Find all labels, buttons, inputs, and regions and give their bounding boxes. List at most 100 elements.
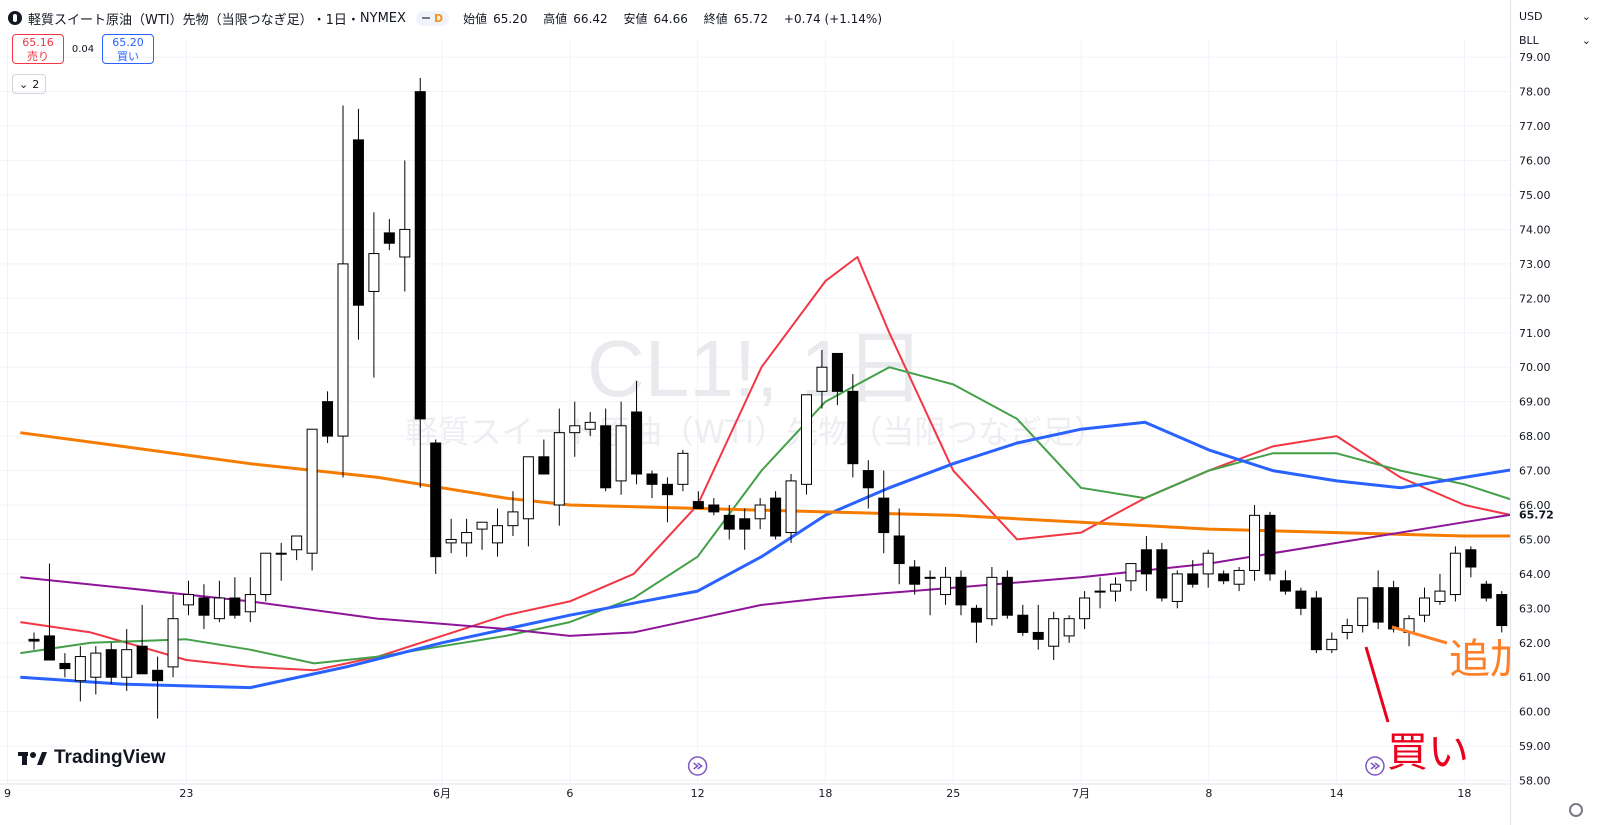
candle xyxy=(878,470,890,554)
x-tick-label: 6 xyxy=(566,787,573,800)
y-tick-label: 73.00 xyxy=(1519,258,1551,271)
candle xyxy=(229,577,241,619)
candle xyxy=(291,535,303,561)
candle xyxy=(646,470,658,499)
sell-button[interactable]: 65.16 売り xyxy=(12,34,64,64)
ma-line-purple xyxy=(20,513,1511,637)
close-label: 終値 xyxy=(703,11,728,26)
candle-body xyxy=(1202,552,1214,575)
chart-header: 軽質スイート原油（WTI）先物（当限つなぎ足） ・1日・ NYMEX D 始値 6… xyxy=(8,6,888,30)
candle-body xyxy=(507,511,519,527)
change-value: +0.74 (+1.14%) xyxy=(783,11,883,26)
market-status-pill[interactable]: D xyxy=(415,10,450,26)
candle-body xyxy=(291,535,303,551)
unit-select[interactable]: BLL ⌄ xyxy=(1519,30,1591,50)
candle-body xyxy=(275,552,287,555)
candle xyxy=(708,498,720,516)
candle xyxy=(1264,511,1276,581)
candle-body xyxy=(615,425,627,482)
candle-body xyxy=(1388,587,1400,630)
candle xyxy=(183,580,194,616)
candle xyxy=(306,428,318,571)
candle-body xyxy=(1310,597,1322,651)
candle xyxy=(661,477,673,523)
candle xyxy=(337,105,349,478)
buy-price: 65.20 xyxy=(112,36,144,49)
candle xyxy=(816,350,828,409)
candle xyxy=(1048,611,1060,660)
buy-arrow-line xyxy=(1364,646,1390,723)
candle-body xyxy=(1449,552,1461,596)
candle xyxy=(1496,591,1508,633)
candle xyxy=(476,521,488,550)
y-tick-label: 63.00 xyxy=(1519,602,1551,615)
sell-price: 65.16 xyxy=(22,36,54,49)
candle xyxy=(414,77,426,488)
candle xyxy=(213,580,225,623)
high-value: 66.42 xyxy=(573,11,608,26)
y-tick-label: 64.00 xyxy=(1519,568,1551,581)
candle xyxy=(1017,604,1029,636)
candle xyxy=(615,401,627,495)
candlesticks xyxy=(28,77,1508,719)
y-tick-label: 77.00 xyxy=(1519,120,1551,133)
price-chart[interactable]: CL1!, 1日 軽質スイート原油（WTI）先物（当限つなぎ足） 9 23 6月 6 1… xyxy=(0,0,1511,825)
x-tick-label: 14 xyxy=(1330,787,1344,800)
exchange-label: NYMEX xyxy=(359,10,406,26)
candle-body xyxy=(461,532,473,544)
y-tick-label: 62.00 xyxy=(1519,637,1551,650)
candle-body xyxy=(121,649,133,678)
candle xyxy=(1449,546,1461,602)
candle-body xyxy=(1001,576,1013,616)
candle-body xyxy=(739,518,751,530)
candle xyxy=(430,439,442,574)
candle xyxy=(322,391,334,443)
chevron-down-icon: ⌄ xyxy=(1581,33,1591,47)
candle xyxy=(59,653,71,678)
candle-body xyxy=(522,456,534,520)
tradingview-mark-icon xyxy=(18,752,47,765)
candle xyxy=(492,508,503,557)
candle xyxy=(569,401,581,457)
candle-body xyxy=(337,263,349,437)
candle xyxy=(924,570,936,616)
candle-body xyxy=(770,497,782,537)
candle xyxy=(955,570,967,616)
candle xyxy=(1140,536,1152,592)
candle xyxy=(1187,560,1199,588)
y-tick-label: 65.00 xyxy=(1519,533,1551,546)
candle-body xyxy=(1110,583,1121,592)
candle xyxy=(1372,570,1384,629)
candle-body xyxy=(847,390,859,465)
y-tick-label: 68.00 xyxy=(1519,430,1551,443)
y-tick-label: 60.00 xyxy=(1519,706,1551,719)
candle xyxy=(1079,591,1091,629)
symbol-title[interactable]: 軽質スイート原油（WTI）先物（当限つなぎ足） xyxy=(28,12,313,28)
candle xyxy=(1233,567,1245,592)
candle-body xyxy=(1140,549,1152,575)
candle xyxy=(461,518,473,557)
add-annotation: 追加 xyxy=(1449,635,1511,683)
x-tick-label: 25 xyxy=(946,787,960,800)
currency-select[interactable]: USD ⌄ xyxy=(1519,6,1591,26)
minus-icon xyxy=(421,17,430,19)
tradingview-logo[interactable]: TradingView xyxy=(18,747,166,769)
candle-body xyxy=(1326,638,1338,651)
candle xyxy=(260,552,272,602)
candle-body xyxy=(955,576,967,606)
candle xyxy=(631,381,643,485)
x-tick-label: 12 xyxy=(691,787,705,800)
x-tick-label: 23 xyxy=(179,787,193,800)
candle-body xyxy=(1279,580,1291,592)
y-tick-label: 61.00 xyxy=(1519,671,1551,684)
settings-gear-icon[interactable] xyxy=(1569,803,1583,817)
buy-button[interactable]: 65.20 買い xyxy=(102,34,154,64)
close-value: 65.72 xyxy=(733,11,769,26)
candle xyxy=(1419,587,1430,623)
indicator-toggle-button[interactable]: ⌄ 2 xyxy=(12,74,47,94)
candle-body xyxy=(878,497,890,534)
candle xyxy=(940,567,952,605)
candle-body xyxy=(862,470,874,489)
candle xyxy=(28,632,40,650)
candle-body xyxy=(322,401,334,437)
